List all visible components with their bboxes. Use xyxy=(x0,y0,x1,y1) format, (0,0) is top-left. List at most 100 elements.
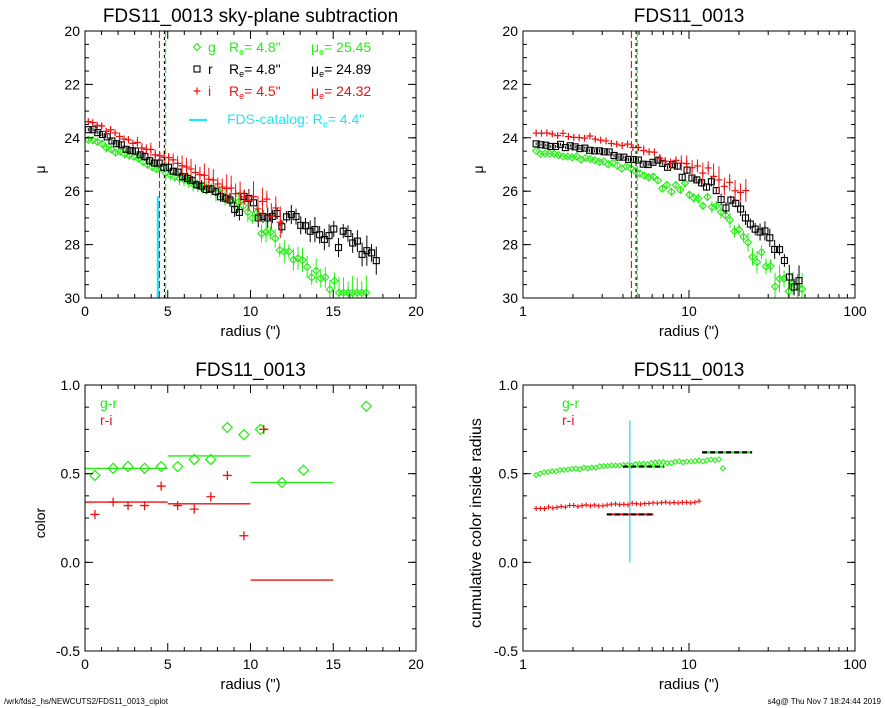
data-point-g xyxy=(685,190,694,200)
gr-color-point xyxy=(204,453,217,466)
data-point-r xyxy=(610,151,618,160)
data-point-g xyxy=(788,279,798,288)
data-point-i xyxy=(581,134,589,142)
data-point-r xyxy=(771,245,779,253)
data-point-i xyxy=(650,148,658,156)
y-tick-label: 22 xyxy=(502,76,518,92)
ri-cumulative-point xyxy=(537,505,543,511)
legend-symbol-i xyxy=(193,87,201,95)
data-point-r xyxy=(625,155,633,163)
data-point-r xyxy=(330,225,338,233)
data-point-i xyxy=(174,159,182,167)
ri-cumulative-point xyxy=(642,501,648,507)
ri-cumulative-point xyxy=(600,503,606,509)
y-tick-label: -0.5 xyxy=(494,643,518,659)
data-point-g xyxy=(752,257,762,267)
data-point-g xyxy=(134,154,143,163)
y-tick-label: 0.0 xyxy=(499,554,519,570)
y-tick-label: 30 xyxy=(502,290,518,306)
data-point-i xyxy=(107,126,115,134)
y-tick-label: 26 xyxy=(502,183,518,199)
data-point-r xyxy=(634,156,642,164)
data-point-r xyxy=(620,153,628,161)
data-point-g xyxy=(743,238,753,247)
gr-cumulative-point xyxy=(675,458,683,465)
data-point-g xyxy=(676,185,685,195)
data-point-r xyxy=(615,153,623,161)
data-point-g xyxy=(102,143,111,153)
x-tick-label: 5 xyxy=(164,656,172,672)
data-point-r xyxy=(193,181,201,189)
data-point-i xyxy=(214,180,222,188)
data-point-r xyxy=(552,142,560,151)
legend-mu-i: μe= 24.32 xyxy=(311,83,371,101)
data-point-r xyxy=(785,273,793,281)
data-point-r xyxy=(146,157,154,165)
data-point-r xyxy=(334,243,343,252)
data-point-r xyxy=(576,145,584,153)
y-axis-label: μ xyxy=(470,165,486,173)
data-point-i xyxy=(250,193,258,201)
gr-cumulative-point xyxy=(580,464,588,471)
y-tick-label: 1.0 xyxy=(61,377,81,393)
data-point-r xyxy=(756,228,764,236)
gr-cumulative-point xyxy=(548,468,556,475)
data-point-i xyxy=(209,176,217,184)
data-point-r xyxy=(746,220,754,228)
x-tick-label: 0 xyxy=(81,303,89,319)
data-point-i xyxy=(656,154,664,162)
x-axis-label: radius (") xyxy=(220,676,280,693)
plot-frame xyxy=(522,30,856,299)
data-point-i xyxy=(129,139,137,147)
ri-cumulative-point xyxy=(550,505,556,511)
ri-cumulative-point xyxy=(575,504,581,510)
ri-cumulative-point xyxy=(562,504,568,510)
data-point-g xyxy=(658,184,667,193)
data-point-r xyxy=(94,129,102,137)
ri-cumulative-point xyxy=(621,501,627,507)
ri-color-point xyxy=(156,481,166,491)
data-point-g xyxy=(703,192,712,202)
data-point-g xyxy=(311,266,321,276)
ri-cumulative-point xyxy=(546,504,552,510)
legend-band-r: r xyxy=(208,61,213,77)
data-point-i xyxy=(683,160,691,168)
data-point-i xyxy=(267,212,275,220)
data-point-i xyxy=(258,197,266,205)
data-point-i xyxy=(736,188,744,196)
data-point-g xyxy=(694,194,703,203)
data-point-g xyxy=(766,261,775,271)
data-point-i xyxy=(731,187,739,195)
data-point-g xyxy=(757,248,766,257)
data-point-g xyxy=(797,284,807,294)
y-tick-label: 24 xyxy=(502,130,518,146)
data-point-r xyxy=(306,227,314,235)
gr-color-point xyxy=(276,476,288,489)
legend-ri: r-i xyxy=(100,412,112,428)
data-point-i xyxy=(124,136,132,144)
x-axis-label: radius (") xyxy=(220,323,280,340)
data-point-g xyxy=(599,157,609,166)
x-tick-label: 10 xyxy=(243,303,259,319)
x-axis-label: radius (") xyxy=(659,323,719,340)
data-point-r xyxy=(297,221,305,229)
data-point-i xyxy=(102,127,110,135)
data-point-r xyxy=(595,147,603,155)
ri-cumulative-point xyxy=(679,499,685,505)
data-point-i xyxy=(272,204,280,212)
data-point-g xyxy=(649,172,658,181)
data-point-g xyxy=(721,210,730,220)
data-point-g xyxy=(125,151,134,160)
data-point-g xyxy=(302,262,312,272)
ri-cumulative-point xyxy=(633,501,639,507)
data-point-r xyxy=(301,222,310,230)
data-point-i xyxy=(613,140,621,148)
data-point-r xyxy=(160,163,168,171)
data-point-i xyxy=(699,169,707,177)
data-point-r xyxy=(216,193,225,201)
ri-cumulative-point xyxy=(554,504,560,510)
x-tick-label: 10 xyxy=(681,656,697,672)
data-point-g xyxy=(671,180,681,190)
data-point-g xyxy=(325,285,335,294)
